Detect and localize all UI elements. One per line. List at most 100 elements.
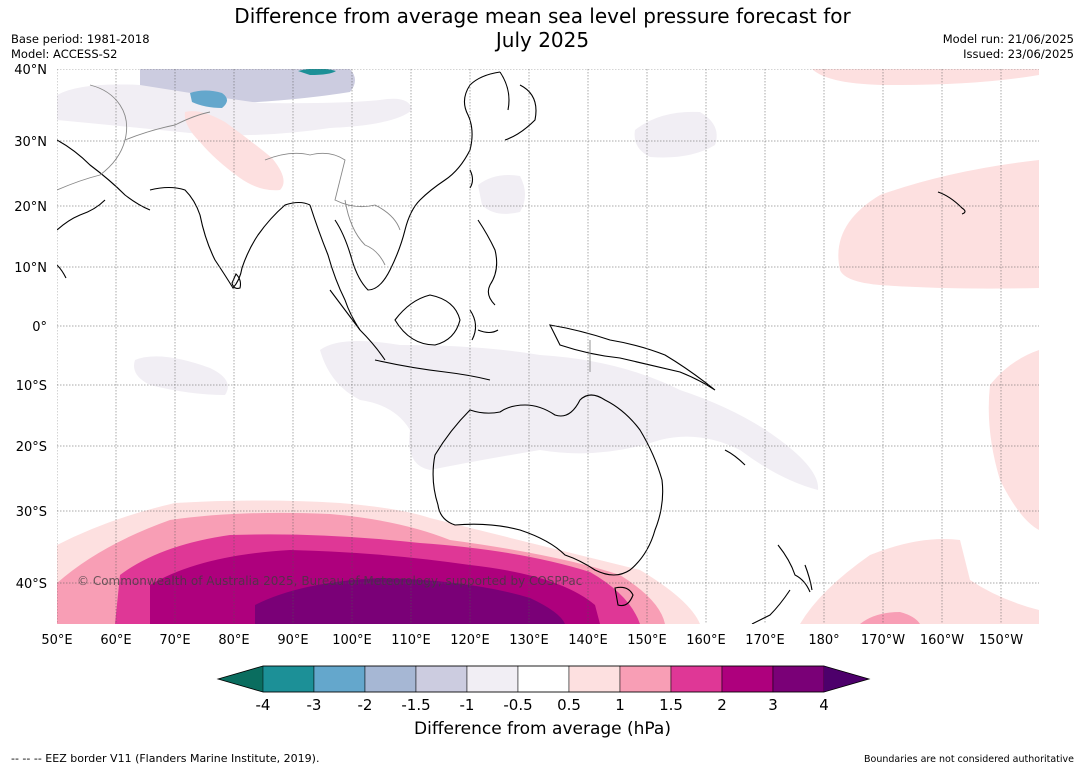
coast-tasmania xyxy=(614,586,634,607)
anomaly-east-05 xyxy=(988,350,1039,530)
lon-label: 60°E xyxy=(100,633,131,648)
lat-label: 20°N xyxy=(14,200,47,215)
lat-label: 40°N xyxy=(14,63,47,78)
anomaly-north-neg05 xyxy=(57,84,412,136)
anomaly-tibet-neg2 xyxy=(298,69,336,75)
anomaly-aus-neg05 xyxy=(320,341,819,490)
colorbar-tick: 1 xyxy=(615,696,625,714)
colorbar-cell xyxy=(364,665,417,693)
model-run: Model run: 21/06/2025 xyxy=(942,32,1074,46)
longitude-labels: 50°E 60°E 70°E 80°E 90°E 100°E 110°E 120… xyxy=(41,633,1023,648)
colorbar-tick: 3 xyxy=(768,696,778,714)
coast-arabia-persia xyxy=(57,139,151,279)
coast-java xyxy=(374,359,491,381)
colorbar-tick: -1 xyxy=(460,696,475,714)
coast-new-zealand xyxy=(751,544,813,624)
coast-taiwan xyxy=(469,169,474,189)
colorbar-tick: 2 xyxy=(717,696,727,714)
border-china-south xyxy=(264,152,401,231)
coast-australia xyxy=(432,394,664,576)
lon-label: 180° xyxy=(808,633,839,648)
colorbar-tick: 4 xyxy=(819,696,829,714)
colorbar-cell xyxy=(568,665,621,693)
meta-right: Model run: 21/06/2025 Issued: 23/06/2025 xyxy=(943,32,1074,62)
meta-left: Base period: 1981-2018 Model: ACCESS-S2 xyxy=(11,32,150,62)
colorbar-tick: 0.5 xyxy=(557,696,581,714)
colorbar-arrow-high xyxy=(824,666,869,692)
coast-new-guinea xyxy=(549,324,716,391)
coast-sulawesi xyxy=(469,309,499,341)
coast-hawaii xyxy=(937,191,966,215)
lat-label: 20°S xyxy=(16,440,47,455)
anomaly-shading xyxy=(57,69,1039,624)
coast-sumatra xyxy=(329,289,386,361)
anomaly-ne-05 xyxy=(838,160,1039,289)
copyright-notice: © Commonwealth of Australia 2025, Bureau… xyxy=(77,574,583,588)
colorbar-cell xyxy=(721,665,774,693)
coast-new-caledonia xyxy=(724,449,746,466)
map-title-line2: July 2025 xyxy=(495,28,590,52)
coast-india xyxy=(149,186,311,289)
lat-label: 10°S xyxy=(16,379,47,394)
lat-label: 40°S xyxy=(16,577,47,592)
colorbar-cell xyxy=(619,665,672,693)
lon-label: 150°E xyxy=(627,633,667,648)
lon-label: 170°E xyxy=(745,633,785,648)
lon-label: 150°W xyxy=(979,633,1023,648)
map-title: Difference from average mean sea level p… xyxy=(0,4,1085,52)
anomaly-np-neg05 xyxy=(634,111,717,158)
map-area xyxy=(57,69,1039,624)
colorbar-cell xyxy=(262,665,315,693)
colorbar-tick: -1.5 xyxy=(401,696,430,714)
map-title-line1: Difference from average mean sea level p… xyxy=(234,4,851,28)
anomaly-scs-neg05 xyxy=(478,175,525,214)
coast-srilanka xyxy=(231,273,242,289)
colorbar-tick: -4 xyxy=(256,696,271,714)
coast-philippines xyxy=(477,219,498,306)
colorbar xyxy=(216,665,871,693)
lon-label: 120°E xyxy=(450,633,490,648)
colorbar-cell xyxy=(313,665,366,693)
anomaly-south-3 xyxy=(255,578,565,624)
colorbar-tick: 1.5 xyxy=(659,696,683,714)
lon-label: 70°E xyxy=(159,633,190,648)
eez-border-note: -- -- -- EEZ border V11 (Flanders Marine… xyxy=(11,752,320,765)
anomaly-io-neg05 xyxy=(134,356,228,395)
gridlines xyxy=(57,69,1039,624)
coast-bay-indochina xyxy=(309,71,501,331)
anomaly-se-05 xyxy=(800,539,1039,624)
lon-label: 50°E xyxy=(41,633,72,648)
anomaly-ne-top xyxy=(812,69,1039,86)
colorbar-cell xyxy=(772,665,825,693)
lon-label: 160°E xyxy=(686,633,726,648)
colorbar-ticks: -4 -3 -2 -1.5 -1 -0.5 0.5 1 1.5 2 3 4 xyxy=(256,696,829,714)
lat-label: 0° xyxy=(32,320,47,335)
lat-label: 30°S xyxy=(16,505,47,520)
coast-korea-japan xyxy=(499,71,537,141)
colorbar-cell xyxy=(670,665,723,693)
country-borders xyxy=(57,84,591,372)
boundary-disclaimer: Boundaries are not considered authoritat… xyxy=(864,754,1074,765)
anomaly-se-1 xyxy=(860,612,920,624)
lat-label: 10°N xyxy=(14,261,47,276)
border-indochina xyxy=(344,199,386,266)
lon-label: 140°E xyxy=(568,633,608,648)
colorbar-tick: -2 xyxy=(358,696,373,714)
colorbar-outline xyxy=(216,665,871,693)
colorbar-tick: -3 xyxy=(307,696,322,714)
model-name: Model: ACCESS-S2 xyxy=(11,47,118,61)
issued-date: Issued: 23/06/2025 xyxy=(963,47,1074,61)
colorbar-cell xyxy=(415,665,468,693)
lon-label: 110°E xyxy=(391,633,431,648)
coast-borneo xyxy=(394,294,461,346)
lon-label: 80°E xyxy=(218,633,249,648)
anomaly-tibet-neg15 xyxy=(190,90,227,108)
lon-label: 100°E xyxy=(332,633,372,648)
colorbar-arrow-low xyxy=(218,666,263,692)
colorbar-label: Difference from average (hPa) xyxy=(414,719,671,739)
colorbar-tick: -0.5 xyxy=(503,696,532,714)
lon-label: 90°E xyxy=(277,633,308,648)
lon-label: 170°W xyxy=(861,633,905,648)
base-period: Base period: 1981-2018 xyxy=(11,32,150,46)
